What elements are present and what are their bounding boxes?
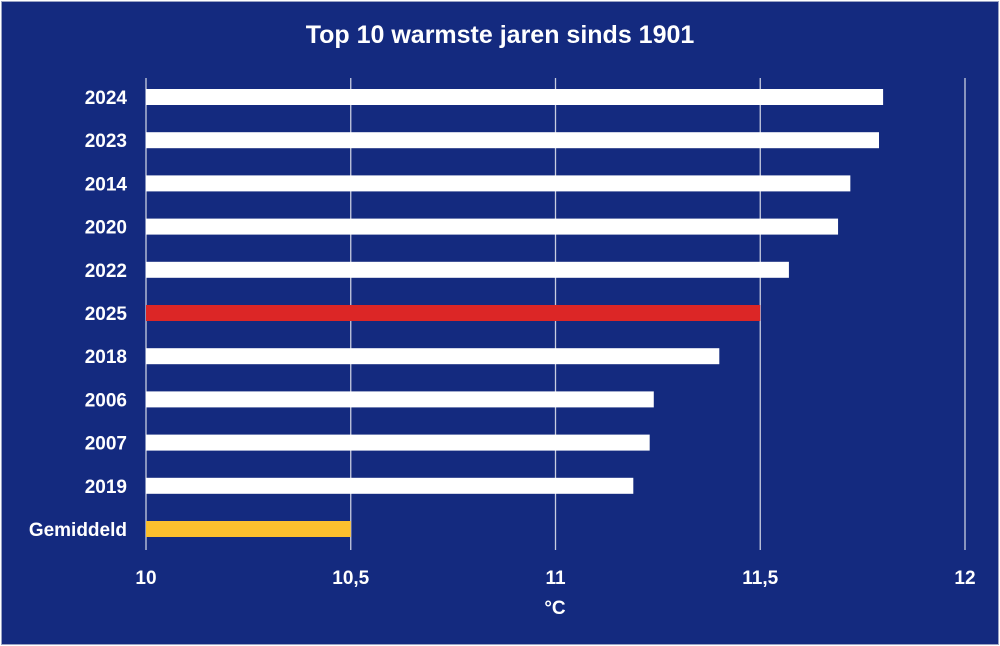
y-tick-label: 2023 — [85, 131, 127, 152]
x-tick-label: 12 — [954, 568, 975, 589]
bar-2018 — [146, 348, 720, 365]
bar-2025 — [146, 305, 761, 321]
bar-2006 — [146, 391, 654, 408]
bar-2023 — [146, 132, 880, 149]
y-tick-label: 2018 — [85, 347, 127, 368]
x-tick-label: 11,5 — [742, 568, 778, 589]
x-tick-label: 11 — [545, 568, 566, 589]
chart-title: Top 10 warmste jaren sinds 1901 — [306, 21, 695, 49]
bar-2007 — [146, 434, 650, 451]
y-tick-label: 2007 — [85, 434, 127, 455]
y-tick-label: 2024 — [85, 88, 128, 109]
x-tick-label: 10,5 — [332, 568, 369, 589]
bar-2022 — [146, 261, 789, 278]
y-tick-label: 2006 — [85, 390, 127, 411]
x-axis-label: °C — [544, 598, 566, 619]
x-tick-label: 10 — [135, 568, 156, 589]
y-tick-label: 2020 — [85, 218, 127, 239]
y-tick-label: Gemiddeld — [29, 520, 127, 541]
bar-2014 — [146, 175, 851, 192]
bar-2024 — [146, 89, 884, 105]
bar-gemiddeld — [146, 521, 351, 537]
y-tick-label: 2019 — [85, 477, 127, 498]
y-tick-label: 2022 — [85, 261, 127, 282]
bar-2020 — [146, 218, 839, 235]
bar-2019 — [146, 477, 634, 494]
y-tick-label: 2014 — [85, 174, 128, 195]
y-tick-label: 2025 — [85, 304, 128, 325]
